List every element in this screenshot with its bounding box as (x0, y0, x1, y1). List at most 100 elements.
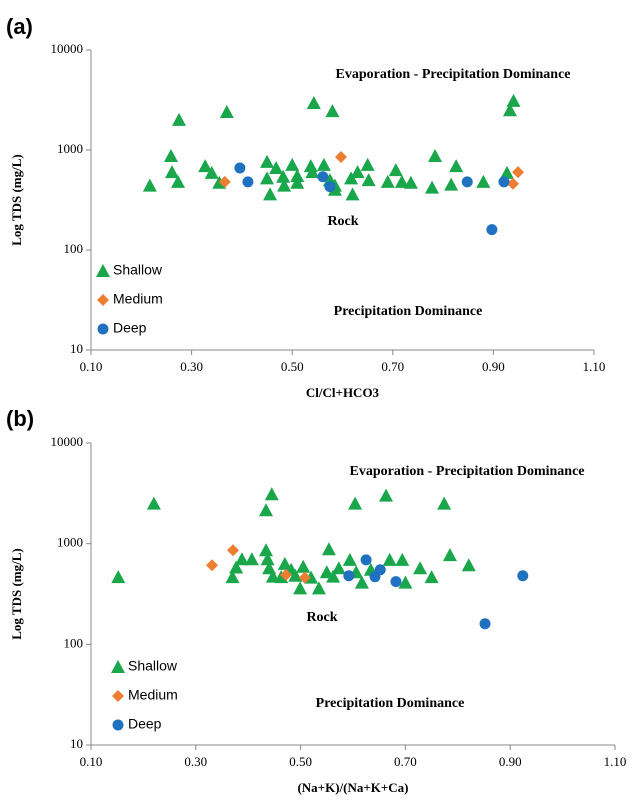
data-point (324, 181, 336, 193)
legend-marker (97, 294, 109, 306)
data-point (206, 559, 219, 572)
annotation: Precipitation Dominance (334, 304, 483, 319)
x-tick-label: 0.90 (482, 359, 505, 374)
annotation: Rock (327, 214, 358, 229)
x-tick-label: 0.30 (184, 754, 207, 769)
y-tick-label: 10 (70, 341, 83, 356)
data-point (296, 559, 311, 573)
data-point (142, 178, 157, 192)
legend-marker (96, 264, 110, 277)
data-point (350, 165, 365, 179)
y-tick-label: 100 (64, 635, 84, 650)
x-tick-label: 0.90 (499, 754, 522, 769)
data-point (306, 96, 321, 110)
y-tick-label: 10000 (51, 434, 84, 449)
data-point (218, 175, 231, 188)
data-point (517, 570, 529, 582)
legend-marker (111, 660, 125, 673)
data-point (327, 182, 342, 196)
y-tick-label: 10000 (51, 41, 84, 56)
data-point (425, 180, 440, 194)
data-point (334, 151, 347, 164)
data-point (394, 174, 409, 188)
data-point (303, 159, 318, 173)
annotation: Rock (306, 610, 337, 625)
data-point (395, 552, 410, 566)
data-point (293, 581, 308, 595)
data-point (382, 552, 397, 566)
data-point (428, 149, 443, 163)
data-point (274, 570, 289, 584)
data-point (234, 552, 249, 566)
data-point (486, 224, 498, 236)
data-point (311, 581, 326, 595)
data-point (379, 488, 394, 502)
data-point (163, 149, 178, 163)
data-point (219, 104, 234, 118)
data-point (244, 552, 259, 566)
data-point (260, 552, 275, 566)
data-point (288, 568, 303, 582)
data-point (242, 176, 254, 188)
data-point (437, 496, 452, 510)
data-point (461, 176, 473, 188)
x-axis-title: (Na+K)/(Na+K+Ca) (297, 780, 408, 795)
data-point (499, 165, 514, 179)
data-point (449, 159, 464, 173)
data-point (260, 171, 275, 185)
data-point (342, 552, 357, 566)
x-tick-label: 0.50 (281, 359, 304, 374)
x-tick-label: 0.70 (394, 754, 417, 769)
x-tick-label: 0.10 (80, 359, 103, 374)
data-point (348, 496, 363, 510)
x-tick-label: 0.30 (180, 359, 203, 374)
data-point (413, 561, 428, 575)
data-point (229, 560, 244, 574)
data-point (424, 570, 439, 584)
data-point (345, 187, 360, 201)
data-point (305, 165, 320, 179)
data-point (498, 176, 510, 188)
data-point (234, 162, 246, 174)
data-point (298, 571, 311, 584)
panel-label: (b) (6, 406, 34, 431)
data-point (317, 171, 329, 183)
data-point (290, 168, 305, 182)
data-point (343, 570, 355, 582)
data-point (277, 178, 292, 192)
data-point (506, 93, 521, 107)
legend-label: Medium (128, 687, 178, 703)
data-point (164, 165, 179, 179)
data-point (360, 554, 372, 566)
data-point (442, 548, 457, 562)
annotation: Precipitation Dominance (316, 696, 465, 711)
panel-label: (a) (6, 14, 33, 39)
data-point (390, 576, 402, 588)
legend-label: Deep (113, 320, 147, 336)
data-point (264, 487, 279, 501)
x-tick-label: 0.70 (381, 359, 404, 374)
data-point (361, 173, 376, 187)
y-axis-title: Log TDS (mg/L) (9, 548, 24, 640)
data-point (403, 175, 418, 189)
data-point (380, 174, 395, 188)
data-point (225, 570, 240, 584)
legend-label: Deep (128, 716, 162, 732)
data-point (354, 575, 369, 589)
data-point (111, 570, 126, 584)
y-axis-title: Log TDS (mg/L) (9, 154, 24, 246)
data-point (285, 157, 300, 171)
data-point (269, 161, 284, 175)
data-point (512, 166, 525, 179)
data-point (326, 569, 341, 583)
x-tick-label: 0.10 (80, 754, 103, 769)
data-point (279, 568, 292, 581)
x-tick-label: 0.50 (289, 754, 312, 769)
legend-label: Shallow (113, 262, 163, 278)
legend-marker (112, 690, 124, 702)
data-point (259, 503, 274, 517)
legend-label: Shallow (128, 658, 178, 674)
data-point (198, 159, 213, 173)
data-point (146, 496, 161, 510)
